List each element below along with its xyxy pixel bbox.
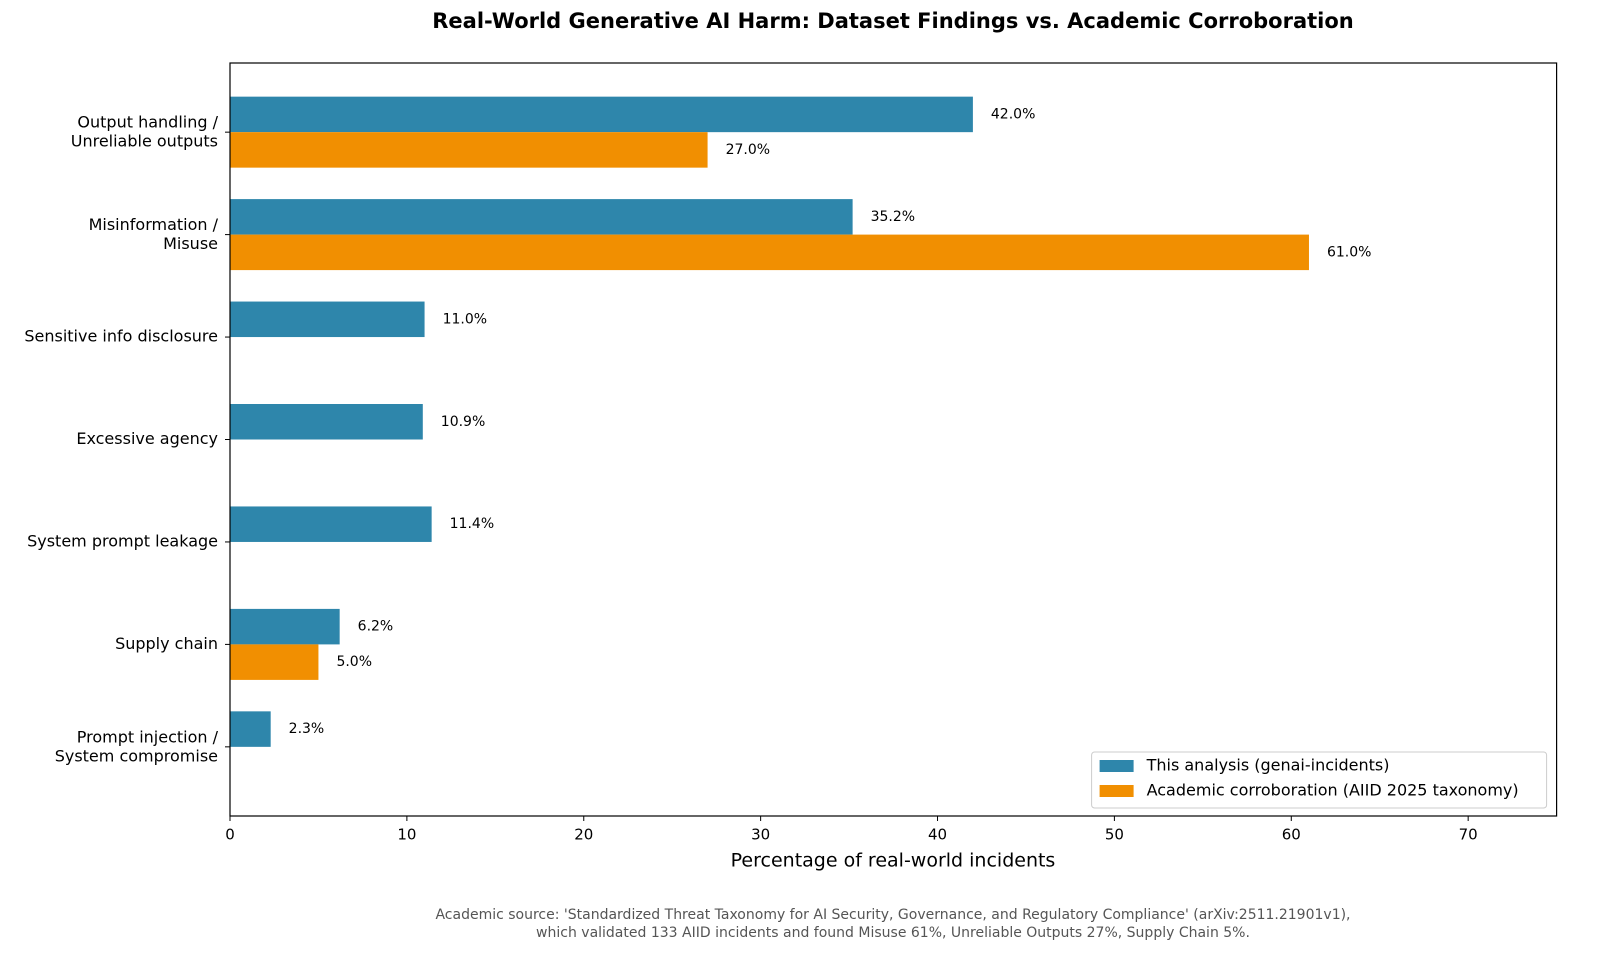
x-tick-label: 40 (928, 826, 947, 844)
value-label: 27.0% (726, 142, 770, 158)
legend-label: This analysis (genai-incidents) (1146, 756, 1390, 775)
legend: This analysis (genai-incidents) Academic … (1091, 751, 1548, 809)
bar (230, 199, 853, 235)
bar (230, 96, 973, 133)
bar (230, 644, 319, 680)
value-label: 42.0% (991, 106, 1035, 122)
y-tick-label: Excessive agency (76, 429, 218, 448)
bar (230, 404, 423, 440)
y-tick-label: Misinformation / Misuse (89, 215, 219, 253)
y-tick-label: Sensitive info disclosure (24, 327, 218, 346)
value-label: 6.2% (358, 619, 394, 635)
x-tick-label: 30 (751, 826, 770, 844)
legend-swatch (1099, 760, 1134, 772)
x-tick-label: 20 (574, 826, 593, 844)
x-tick-label: 0 (225, 826, 235, 844)
footnote: Academic source: 'Standardized Threat Ta… (435, 907, 1350, 923)
value-label: 61.0% (1327, 244, 1371, 260)
y-tick-label: Prompt injection / System compromise (55, 727, 219, 765)
x-tick-label: 70 (1459, 826, 1478, 844)
y-tick-label: Output handling / Unreliable outputs (71, 112, 219, 150)
x-tick-label: 10 (397, 826, 416, 844)
x-tick-label: 50 (1105, 826, 1124, 844)
value-label: 2.3% (289, 721, 325, 737)
x-axis-label: Percentage of real-world incidents (731, 850, 1056, 872)
legend-swatch (1099, 785, 1134, 797)
legend-frame (1091, 751, 1548, 809)
y-tick-label: System prompt leakage (27, 531, 218, 550)
legend-label: Academic corroboration (AIID 2025 taxono… (1147, 781, 1519, 800)
value-label: 10.9% (441, 414, 485, 430)
value-label: 11.4% (450, 516, 494, 532)
value-label: 11.0% (443, 311, 487, 327)
x-tick-label: 60 (1282, 826, 1301, 844)
bar (230, 301, 425, 338)
footnote: which validated 133 AIID incidents and f… (536, 925, 1250, 941)
value-label: 35.2% (871, 209, 915, 225)
y-tick-label: Supply chain (115, 634, 218, 653)
chart-title: Real-World Generative AI Harm: Dataset F… (432, 9, 1354, 33)
bar (230, 132, 708, 168)
plot-frame (229, 62, 1558, 817)
bar (230, 506, 432, 542)
value-label: 5.0% (336, 654, 372, 670)
bar (230, 608, 340, 645)
bar (230, 234, 1309, 271)
bar (230, 711, 271, 747)
